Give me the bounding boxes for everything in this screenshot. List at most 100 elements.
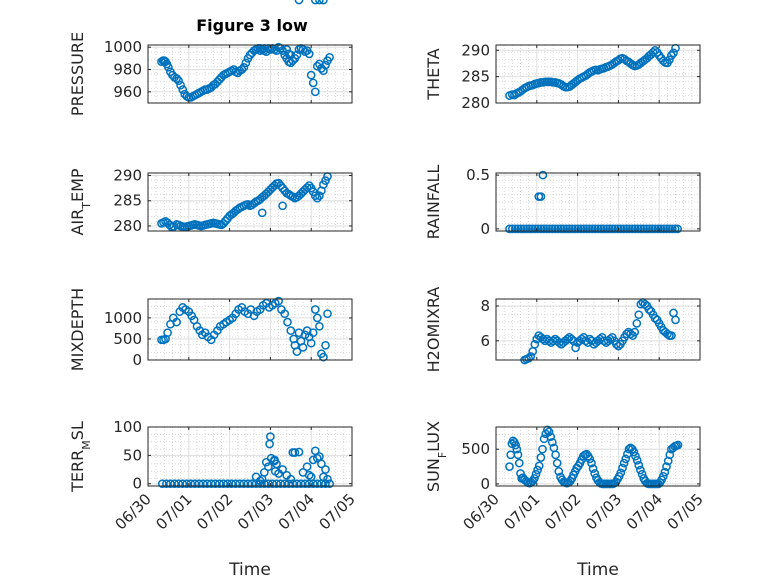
data-point [190,479,200,489]
data-point [317,459,326,469]
y-axis-label: SUNFLUX [424,421,449,492]
data-point [292,347,302,356]
data-point [310,87,320,97]
axes-box [147,426,353,487]
data-point [298,343,308,352]
data-point [630,224,640,234]
tick-marks [147,299,353,361]
y-tick-label: 8 [480,297,490,315]
data-point [512,444,522,454]
data-point [616,468,626,478]
data-point [247,479,257,489]
data-point [669,48,678,58]
data-point [663,329,672,339]
data-point [545,224,554,234]
data-point [519,224,529,234]
data-point [547,437,557,447]
y-axis-label-subscript: F [436,452,449,458]
y-axis-label-subscript: M [80,440,93,450]
y-axis-label-main: TERR [68,450,87,493]
data-point [276,181,285,190]
data-point [618,463,627,473]
data-point [614,55,623,65]
data-point [286,326,296,335]
data-point [312,313,322,323]
data-point [308,328,318,338]
data-point [619,224,629,234]
data-point [272,479,281,489]
data-point [653,224,663,234]
y-tick-label: 290 [461,41,490,59]
data-point [306,338,316,348]
data-point [637,469,647,479]
data-point [665,224,674,234]
subplot-h2omixra: 6 8 H2OMIXRA [424,287,701,372]
y-axis-label: AIRTEMP [68,168,93,235]
data-point [588,464,598,473]
series-markers [505,43,680,100]
data-point [530,339,540,349]
data-point [547,224,557,234]
data-point [319,66,328,76]
data-point [280,479,290,489]
data-point [538,444,547,454]
data-point [642,224,651,234]
data-point [632,455,642,465]
data-point [235,479,245,489]
data-point [270,466,280,476]
data-point [665,450,675,460]
subplot-rainfall: 0 0.5 RAINFALL [424,165,701,239]
data-point [292,50,302,60]
data-point [585,224,594,234]
data-point [626,329,635,339]
minor-grid [495,173,700,231]
data-point [290,448,300,457]
axes-box [495,426,701,487]
data-point [227,479,236,489]
y-tick-label: 285 [113,192,142,210]
tick-marks [147,45,353,103]
series-markers [505,425,683,489]
data-point [673,224,682,234]
y-tick-label: 280 [461,94,490,112]
data-point [587,224,597,234]
data-point [533,224,543,234]
data-point [265,439,274,449]
axes-box [495,44,701,104]
data-point [280,309,290,319]
y-tick-label: 0 [132,351,142,369]
tick-marks [147,426,353,486]
data-point [659,224,669,234]
axes-box [495,298,701,361]
data-point [599,224,609,234]
data-point [283,317,292,327]
y-tick-label: 50 [123,446,142,464]
axes-box [147,298,353,361]
data-point [554,467,564,476]
data-point [304,470,314,480]
series-markers [157,296,332,362]
data-point [294,0,304,5]
x-axis-label: Time [576,560,619,580]
data-point [550,224,560,234]
data-point [587,458,596,468]
data-point [658,56,668,66]
axes-box [147,172,353,232]
figure-title: Figure 3 low [196,16,308,35]
data-point [542,224,551,234]
data-point [551,450,560,460]
series-markers [505,170,682,234]
data-point [665,55,674,65]
x-axis-label: Time [228,560,271,580]
data-point [198,479,208,489]
data-point [164,62,173,72]
data-point [223,479,232,489]
y-axis-label-tail: SL [68,421,87,440]
data-point [300,330,310,340]
axes-box [495,172,701,232]
data-point [629,447,639,457]
y-tick-label: 960 [113,83,142,101]
data-point [321,465,330,474]
data-point [186,479,196,489]
data-point [312,479,322,489]
